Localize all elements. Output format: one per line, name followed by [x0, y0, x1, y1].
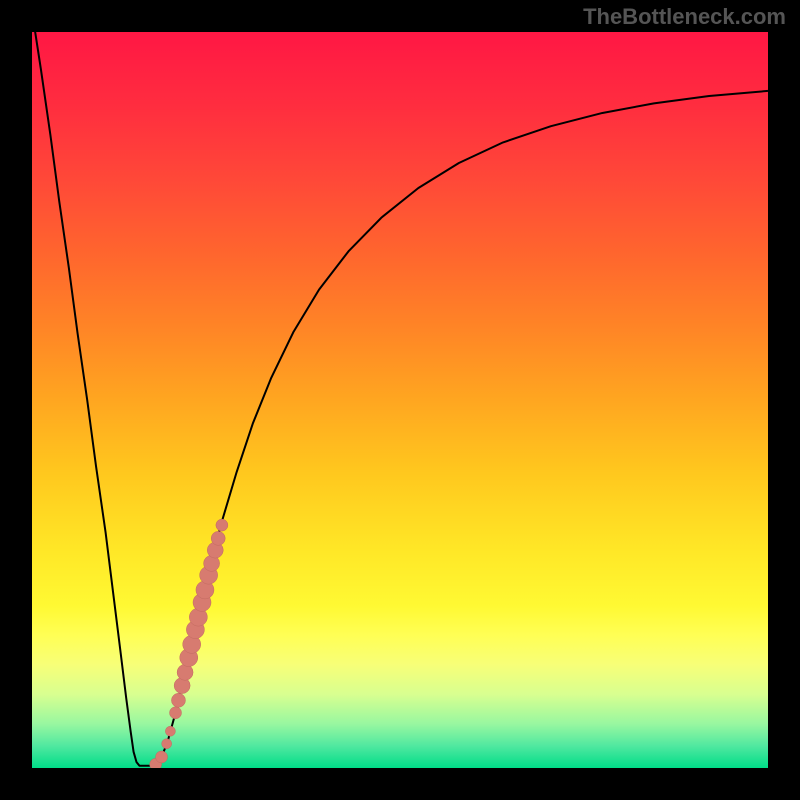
- data-marker: [170, 707, 182, 719]
- data-marker: [162, 739, 172, 749]
- data-marker: [156, 751, 168, 763]
- plot-area: [32, 32, 768, 768]
- data-marker: [216, 519, 228, 531]
- data-marker: [165, 726, 175, 736]
- data-marker: [171, 693, 185, 707]
- bottleneck-chart: [0, 0, 800, 800]
- chart-container: TheBottleneck.com: [0, 0, 800, 800]
- watermark-text: TheBottleneck.com: [583, 4, 786, 30]
- data-marker: [211, 531, 225, 545]
- data-marker: [177, 664, 193, 680]
